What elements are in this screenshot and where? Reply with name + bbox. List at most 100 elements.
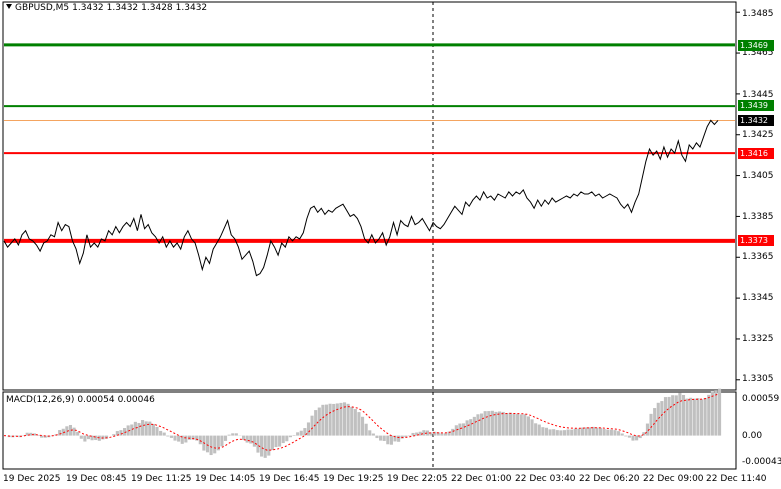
symbol-label: GBPUSD,M5 <box>15 3 70 13</box>
macd-bar <box>169 435 173 438</box>
time-label: 19 Dec 08:45 <box>66 474 127 484</box>
macd-bar <box>339 402 343 436</box>
macd-bar <box>523 414 527 436</box>
macd-bar <box>180 435 184 444</box>
macd-bar <box>671 395 675 436</box>
macd-bar <box>699 399 704 436</box>
macd-bar <box>357 412 361 436</box>
time-label: 22 Dec 09:00 <box>643 474 704 484</box>
macd-bar <box>461 423 466 436</box>
macd-bar <box>162 432 166 436</box>
level-tag-1-3469: 1.3469 <box>738 40 774 51</box>
macd-bar <box>173 435 177 441</box>
macd-bar <box>487 411 491 436</box>
price-label: 1.3325 <box>742 334 774 344</box>
macd-bar <box>443 433 448 436</box>
macd-bar <box>642 432 646 436</box>
price-label: 1.3465 <box>742 48 774 58</box>
macd-bar <box>68 424 73 436</box>
price-label: 1.3405 <box>742 171 774 181</box>
macd-bar <box>451 428 455 436</box>
macd-bar <box>425 430 430 436</box>
macd-bar <box>393 435 397 442</box>
macd-bar <box>281 435 285 444</box>
macd-bar <box>649 413 653 436</box>
macd-bar <box>469 419 473 436</box>
macd-panel-frame <box>2 391 737 470</box>
macd-bar <box>620 433 624 436</box>
macd-bar <box>58 430 62 436</box>
macd-bar <box>198 435 202 445</box>
macd-header: MACD(12,26,9) 0.00054 0.00046 <box>6 395 158 405</box>
macd-bar <box>260 435 264 457</box>
macd-bar <box>90 435 94 441</box>
macd-bar <box>494 411 498 436</box>
price-label: 1.3365 <box>742 252 774 262</box>
macd-bar <box>364 423 368 436</box>
chart-header: GBPUSD,M5 1.3432 1.3432 1.3428 1.3432 <box>6 3 210 13</box>
macd-bar <box>516 413 520 436</box>
macd-bar <box>205 435 210 453</box>
price-line <box>3 119 719 277</box>
macd-bar <box>267 435 271 456</box>
macd-bar <box>40 435 44 438</box>
macd-bar <box>667 396 671 436</box>
macd-bar <box>382 435 386 441</box>
dropdown-triangle-icon[interactable] <box>6 4 12 9</box>
macd-bar <box>324 404 329 436</box>
macd-bar <box>606 429 610 436</box>
macd-bar <box>166 435 170 437</box>
time-label: 19 Dec 19:25 <box>323 474 384 484</box>
price-series <box>3 119 719 277</box>
macd-bar <box>530 419 534 436</box>
macd-bar <box>689 397 693 436</box>
macd-bar <box>476 414 480 436</box>
macd-bar <box>415 432 419 436</box>
macd-bar <box>126 425 130 436</box>
macd-bar <box>32 433 36 436</box>
macd-bar <box>151 423 155 436</box>
macd-bar <box>422 430 426 436</box>
macd-bar <box>72 427 76 436</box>
macd-bar <box>195 435 199 441</box>
macd-bar <box>555 430 559 436</box>
macd-bar <box>635 435 639 441</box>
macd-axis-label: -0.00043 <box>742 457 781 467</box>
macd-bar <box>599 427 603 436</box>
macd-bar <box>458 423 462 436</box>
macd-bar <box>602 429 606 436</box>
macd-bar <box>548 429 552 436</box>
macd-bar <box>508 412 512 436</box>
macd-bar <box>617 431 621 436</box>
macd-bar <box>285 435 289 442</box>
macd-bar <box>119 430 123 436</box>
macd-bar <box>292 435 296 436</box>
macd-bar <box>573 428 577 436</box>
macd-bar <box>660 401 664 436</box>
macd-bar <box>216 435 220 451</box>
macd-bar <box>317 407 321 436</box>
macd-bar <box>588 427 592 436</box>
macd-bar <box>562 430 567 436</box>
macd-main-value: 0.00054 <box>77 395 115 405</box>
macd-bar <box>144 421 148 436</box>
macd-bar <box>577 428 581 436</box>
macd-bar <box>570 429 574 436</box>
macd-bar <box>498 411 502 436</box>
macd-bar <box>656 402 660 436</box>
macd-bar <box>133 421 137 436</box>
level-tag-1-3373: 1.3373 <box>738 235 774 246</box>
macd-bar <box>83 435 87 442</box>
macd-bar <box>411 432 415 436</box>
current-price-tag: 1.3432 <box>738 115 774 126</box>
macd-bar <box>544 427 549 436</box>
macd-bar <box>663 397 668 436</box>
time-label: 19 Dec 11:25 <box>131 474 192 484</box>
macd-bar <box>123 428 127 436</box>
macd-bar <box>234 433 238 436</box>
macd-bar <box>653 408 657 436</box>
macd-bar <box>386 435 390 445</box>
macd-bar <box>624 435 628 437</box>
macd-bar <box>609 429 613 436</box>
